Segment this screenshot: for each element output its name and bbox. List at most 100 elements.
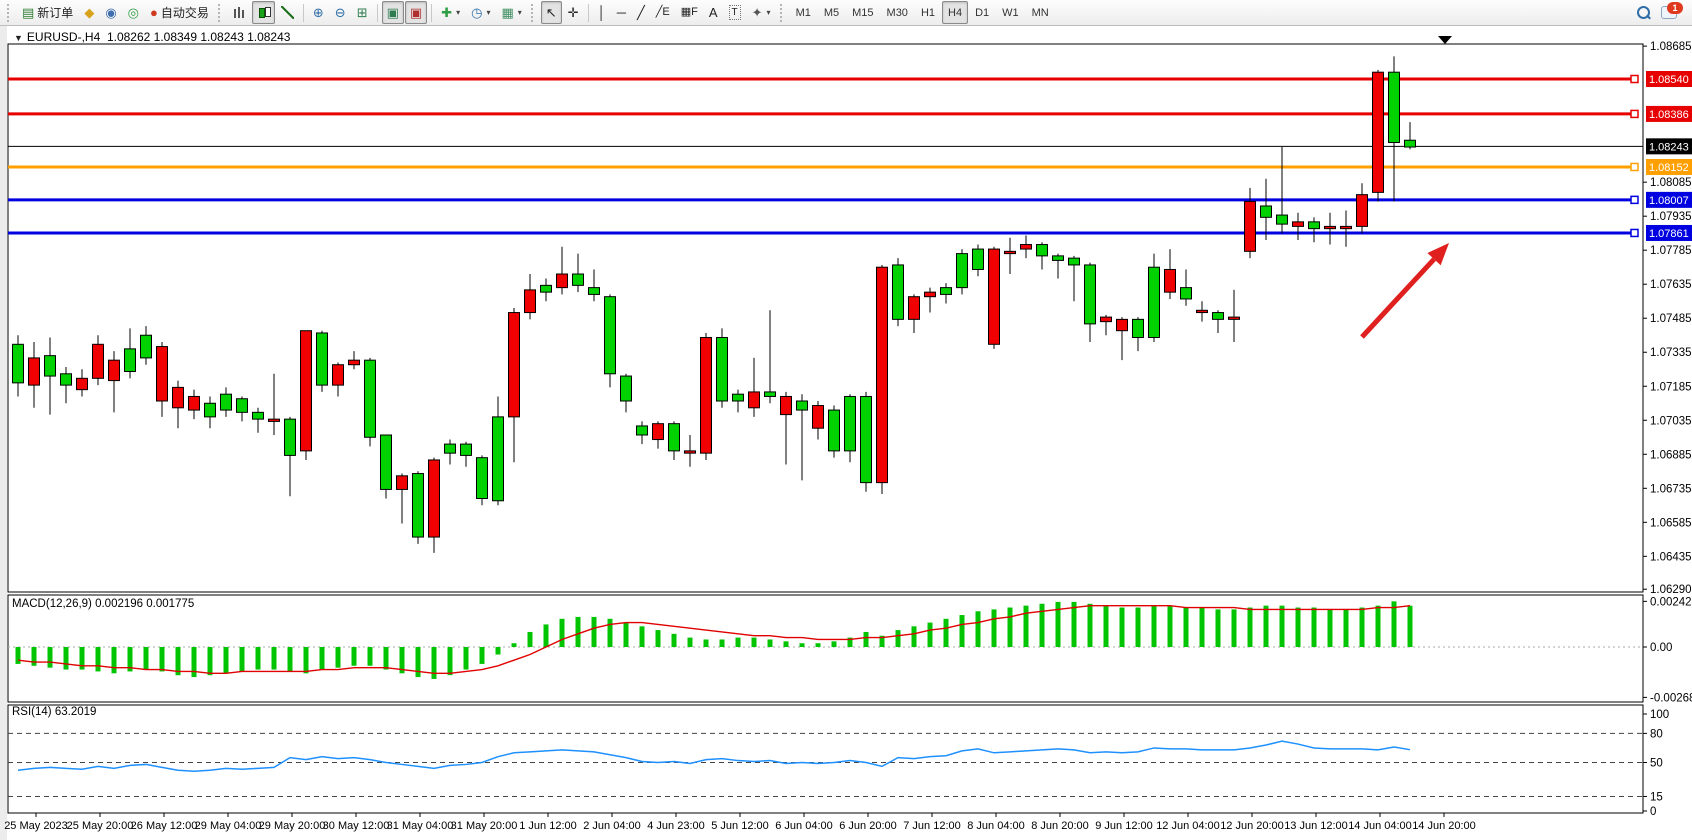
bull-candle — [1180, 287, 1192, 300]
timeframe-m5-button[interactable]: M5 — [823, 6, 840, 19]
auto-scroll-icon: ▣ — [386, 5, 399, 20]
chart-shift-icon: ▣ — [409, 5, 423, 20]
timeframe-mn-button[interactable]: MN — [1031, 6, 1049, 19]
y-axis-tick-label: 1.07935 — [1650, 211, 1692, 223]
macd-histogram-bar — [1087, 603, 1093, 647]
bull-candle — [364, 359, 376, 438]
bull-candle — [252, 411, 264, 420]
templates-button[interactable]: ▦ ▾ — [496, 1, 526, 24]
crosshair-button[interactable]: ✛ — [563, 1, 584, 24]
timeframe-d1-button[interactable]: D1 — [975, 6, 990, 19]
bull-candle — [1308, 221, 1320, 230]
signals-button[interactable]: ◎ — [123, 1, 144, 24]
bull-candle — [1052, 255, 1064, 261]
chart-title: ▼ EURUSD-,H4 1.08262 1.08349 1.08243 1.08… — [14, 30, 290, 44]
macd-histogram-bar — [1039, 603, 1045, 647]
timeframe-m15-button[interactable]: M15 — [852, 6, 874, 19]
macd-histogram-bar — [575, 616, 581, 647]
timeframe-m30-button[interactable]: M30 — [886, 6, 908, 19]
macd-histogram-bar — [399, 647, 405, 674]
trendline-icon: ╱ — [636, 5, 645, 20]
periods-button[interactable]: ◷ ▾ — [466, 1, 495, 24]
timeframe-h1-button[interactable]: H1 — [920, 6, 935, 19]
macd-axis-label: 0.002428 — [1650, 596, 1692, 608]
price-badge — [1646, 191, 1692, 208]
candlestick-chart-button[interactable] — [251, 1, 275, 24]
search-button[interactable] — [1632, 1, 1655, 24]
level-line-handle[interactable] — [1630, 228, 1639, 238]
chart-shift-button[interactable]: ▣ — [404, 1, 428, 24]
signals-icon: ◎ — [127, 5, 139, 20]
toolbar-grip[interactable] — [217, 3, 224, 22]
bear-candle — [1020, 244, 1032, 250]
level-line-handle[interactable] — [1630, 162, 1639, 172]
bear-candle — [428, 459, 440, 538]
timeframe-m1-button[interactable]: M1 — [795, 6, 811, 19]
notifications-button[interactable]: 1 — [1656, 1, 1683, 24]
bar-chart-button[interactable] — [228, 1, 251, 24]
annotation-arrow-head[interactable] — [1427, 243, 1449, 266]
add-indicator-icon: ✚ — [441, 5, 453, 20]
y-axis-tick-label: 1.07035 — [1650, 415, 1692, 427]
bull-candle — [764, 391, 776, 397]
trendline-button[interactable]: ╱ — [632, 1, 650, 24]
toolbar-grip[interactable] — [530, 3, 537, 22]
bull-candle — [460, 443, 472, 456]
level-line-handle[interactable] — [1630, 195, 1639, 205]
level-line-handle[interactable] — [1630, 109, 1639, 119]
cursor-button[interactable]: ↖ — [540, 1, 562, 24]
level-line-handle[interactable] — [1630, 74, 1639, 84]
fibonacci-button[interactable]: ▦F — [676, 1, 703, 24]
macd-histogram-bar — [927, 622, 933, 647]
favorites-button[interactable]: ◆ — [79, 1, 99, 24]
text-button[interactable]: A — [704, 1, 723, 24]
new-order-button[interactable]: ▤ 新订单 — [17, 1, 78, 24]
bull-candle — [1404, 139, 1416, 148]
profiles-icon: ◉ — [105, 5, 117, 20]
shift-marker-icon[interactable] — [1438, 36, 1452, 44]
macd-histogram-bar — [431, 647, 437, 679]
line-chart-button[interactable] — [276, 1, 299, 24]
equidistant-channel-button[interactable]: ╱E — [651, 1, 675, 24]
chat-bubble-icon: 1 — [1661, 2, 1683, 19]
macd-histogram-bar — [319, 647, 325, 670]
macd-current-values: 0.002196 0.001775 — [95, 598, 195, 610]
arrows-button[interactable]: ✦ ▾ — [747, 1, 776, 24]
collapse-triangle-icon[interactable]: ▼ — [14, 33, 23, 43]
macd-histogram-bar — [959, 615, 965, 647]
auto-trading-button[interactable]: ● 自动交易 — [145, 1, 214, 24]
zoom-in-button[interactable]: ⊕ — [308, 1, 329, 24]
bull-candle — [124, 348, 136, 373]
indicators-button[interactable]: ✚ ▾ — [436, 1, 465, 24]
rsi-name: RSI(14) — [12, 706, 52, 718]
bull-candle — [380, 434, 392, 490]
auto-scroll-button[interactable]: ▣ — [381, 1, 404, 24]
macd-histogram-bar — [639, 626, 645, 647]
bear-candle — [748, 391, 760, 409]
price-badge — [1646, 158, 1692, 175]
bull-candle — [284, 418, 296, 456]
x-axis-tick-label: 29 May 04:00 — [195, 820, 262, 832]
zoom-out-button[interactable]: ⊖ — [330, 1, 351, 24]
toolbar-grip[interactable] — [7, 3, 13, 22]
x-axis-tick-label: 13 Jun 12:00 — [1284, 820, 1348, 832]
vertical-line-button[interactable]: │ — [593, 1, 611, 24]
x-axis-tick-label: 26 May 12:00 — [131, 820, 198, 832]
bull-candle — [1388, 71, 1400, 143]
text-label-button[interactable]: T — [724, 1, 746, 24]
annotation-arrow-line[interactable] — [1360, 257, 1436, 339]
toolbar-grip[interactable] — [779, 3, 786, 22]
y-axis-tick-label: 1.07185 — [1650, 381, 1692, 393]
macd-histogram-bar — [895, 630, 901, 647]
profiles-button[interactable]: ◉ — [100, 1, 121, 24]
bear-candle — [1116, 318, 1128, 332]
new-order-label: 新订单 — [37, 6, 74, 20]
macd-histogram-bar — [1103, 605, 1109, 647]
timeframe-h4-button[interactable]: H4 — [942, 1, 969, 24]
auto-trading-icon: ● — [150, 5, 158, 20]
timeframe-w1-button[interactable]: W1 — [1002, 6, 1019, 19]
macd-histogram-bar — [687, 637, 693, 647]
tile-windows-button[interactable]: ⊞ — [352, 1, 373, 24]
horizontal-line-button[interactable]: ─ — [612, 1, 631, 24]
